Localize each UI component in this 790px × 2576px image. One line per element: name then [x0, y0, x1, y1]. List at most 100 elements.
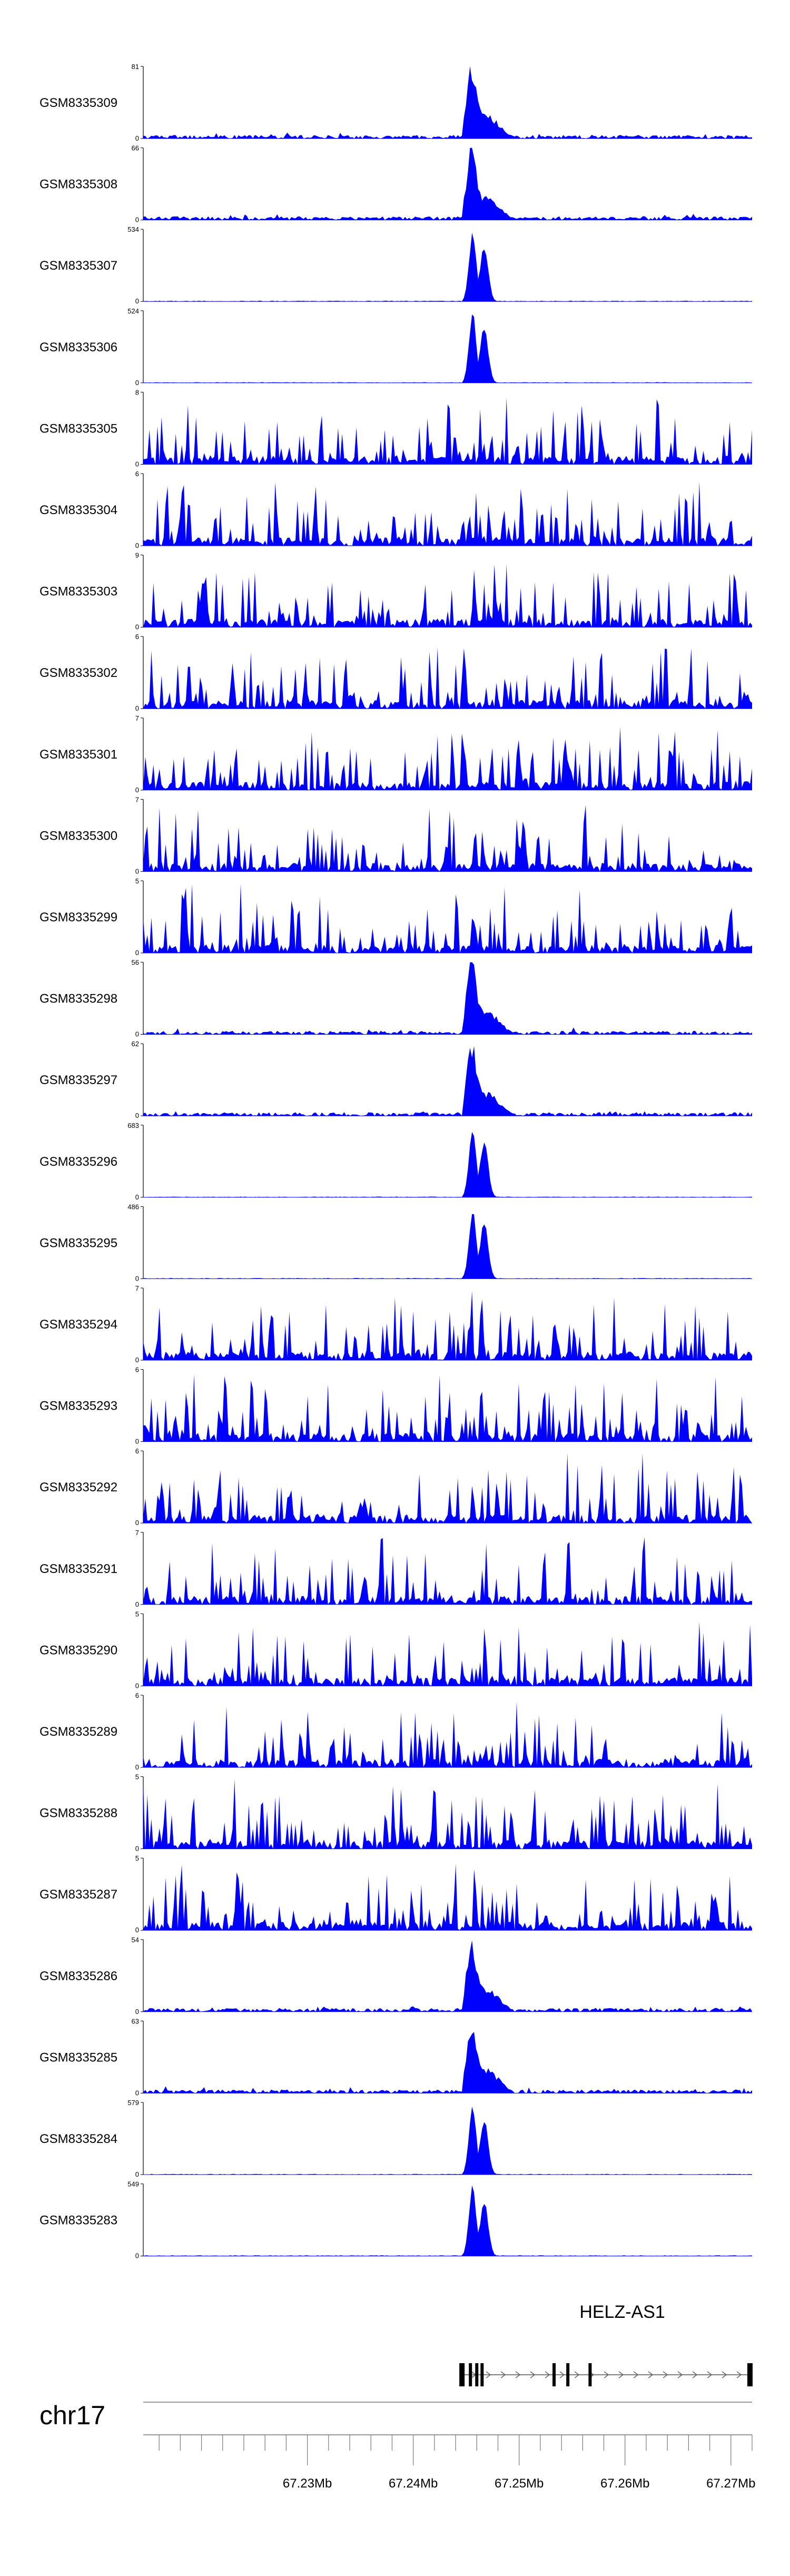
y-max-label: 6: [135, 1692, 139, 1699]
y-min-label: 0: [135, 1112, 139, 1119]
track-gsm8335289: GSM8335289 6 0: [39, 1692, 752, 1771]
coverage-area: [143, 962, 752, 1035]
y-max-label: 486: [127, 1203, 139, 1211]
strand-arrow: [692, 2371, 698, 2378]
y-max-label: 549: [127, 2180, 139, 2188]
gene-exon: [747, 2363, 753, 2386]
track-label: GSM8335302: [39, 666, 117, 680]
y-max-label: 5: [135, 1854, 139, 1862]
strand-arrow: [574, 2371, 580, 2378]
strand-arrow: [618, 2371, 624, 2378]
track-gsm8335293: GSM8335293 6 0: [39, 1366, 752, 1446]
track-label: GSM8335289: [39, 1725, 117, 1739]
y-min-label: 0: [135, 623, 139, 631]
coverage-area: [143, 314, 752, 383]
track-label: GSM8335283: [39, 2214, 117, 2228]
track-label: GSM8335299: [39, 910, 117, 925]
y-min-label: 0: [135, 134, 139, 142]
y-max-label: 62: [132, 1040, 139, 1048]
y-min-label: 0: [135, 1030, 139, 1038]
track-label: GSM8335297: [39, 1073, 117, 1087]
y-max-label: 5: [135, 1610, 139, 1618]
coverage-area: [143, 232, 752, 302]
coverage-area: [143, 647, 752, 709]
y-max-label: 8: [135, 388, 139, 396]
coverage-area: [143, 1537, 752, 1605]
y-min-label: 0: [135, 1356, 139, 1364]
track-gsm8335283: GSM8335283 549 0: [39, 2180, 752, 2260]
y-min-label: 0: [135, 1438, 139, 1446]
track-label: GSM8335285: [39, 2050, 117, 2064]
track-label: GSM8335284: [39, 2132, 117, 2146]
coverage-area: [143, 397, 752, 465]
y-min-label: 0: [135, 542, 139, 549]
y-max-label: 7: [135, 795, 139, 803]
strand-arrow: [663, 2371, 668, 2378]
y-max-label: 534: [127, 225, 139, 233]
track-gsm8335306: GSM8335306 524 0: [39, 307, 752, 387]
y-max-label: 7: [135, 714, 139, 722]
gene-label: HELZ-AS1: [579, 2302, 665, 2322]
coverage-area: [143, 805, 752, 872]
y-max-label: 524: [127, 307, 139, 315]
y-min-label: 0: [135, 2008, 139, 2015]
y-min-label: 0: [135, 1519, 139, 1527]
y-max-label: 54: [132, 1936, 139, 1944]
gene-exon: [469, 2363, 472, 2386]
strand-arrow: [486, 2371, 491, 2378]
y-max-label: 7: [135, 1529, 139, 1537]
strand-arrow: [545, 2371, 550, 2378]
track-gsm8335292: GSM8335292 6 0: [39, 1447, 752, 1527]
coverage-area: [143, 1779, 752, 1849]
track-gsm8335304: GSM8335304 6 0: [39, 470, 752, 549]
track-gsm8335297: GSM8335297 62 0: [39, 1040, 752, 1119]
coverage-area: [143, 1701, 752, 1767]
track-label: GSM8335306: [39, 340, 117, 355]
coverage-area: [143, 1864, 752, 1931]
y-max-label: 66: [132, 144, 139, 152]
track-gsm8335299: GSM8335299 5 0: [39, 877, 752, 957]
y-min-label: 0: [135, 216, 139, 224]
coverage-area: [143, 1453, 752, 1523]
track-gsm8335300: GSM8335300 7 0: [39, 795, 752, 875]
coverage-area: [143, 148, 752, 220]
track-gsm8335286: GSM8335286 54 0: [39, 1936, 752, 2015]
gene-exon: [459, 2363, 465, 2386]
y-max-label: 579: [127, 2099, 139, 2107]
track-gsm8335290: GSM8335290 5 0: [39, 1610, 752, 1689]
coverage-area: [143, 1214, 752, 1279]
coverage-area: [143, 2185, 752, 2256]
track-gsm8335302: GSM8335302 6 0: [39, 633, 752, 712]
y-min-label: 0: [135, 1193, 139, 1201]
track-gsm8335296: GSM8335296 683 0: [39, 1122, 752, 1201]
y-max-label: 81: [132, 63, 139, 71]
track-gsm8335288: GSM8335288 5 0: [39, 1773, 752, 1853]
y-max-label: 6: [135, 470, 139, 478]
track-gsm8335295: GSM8335295 486 0: [39, 1203, 752, 1282]
track-label: GSM8335307: [39, 259, 117, 273]
axis-tick-label: 67.25Mb: [495, 2476, 544, 2491]
track-gsm8335303: GSM8335303 9 0: [39, 552, 752, 631]
track-label: GSM8335300: [39, 829, 117, 843]
coverage-area: [143, 1940, 752, 2012]
y-min-label: 0: [135, 1845, 139, 1853]
coverage-area: [143, 1621, 752, 1686]
y-max-label: 5: [135, 877, 139, 885]
track-gsm8335298: GSM8335298 56 0: [39, 959, 752, 1038]
y-max-label: 6: [135, 633, 139, 641]
y-min-label: 0: [135, 949, 139, 957]
y-max-label: 5: [135, 1773, 139, 1781]
strand-arrow: [515, 2371, 521, 2378]
y-max-label: 6: [135, 1447, 139, 1455]
axis-tick-label: 67.24Mb: [389, 2476, 438, 2491]
track-label: GSM8335305: [39, 421, 117, 436]
coverage-area: [143, 727, 752, 790]
track-label: GSM8335301: [39, 748, 117, 762]
y-max-label: 9: [135, 552, 139, 559]
y-max-label: 63: [132, 2017, 139, 2025]
track-label: GSM8335287: [39, 1887, 117, 1902]
gene-exon: [566, 2363, 570, 2386]
track-gsm8335301: GSM8335301 7 0: [39, 714, 752, 794]
track-label: GSM8335286: [39, 1969, 117, 1983]
